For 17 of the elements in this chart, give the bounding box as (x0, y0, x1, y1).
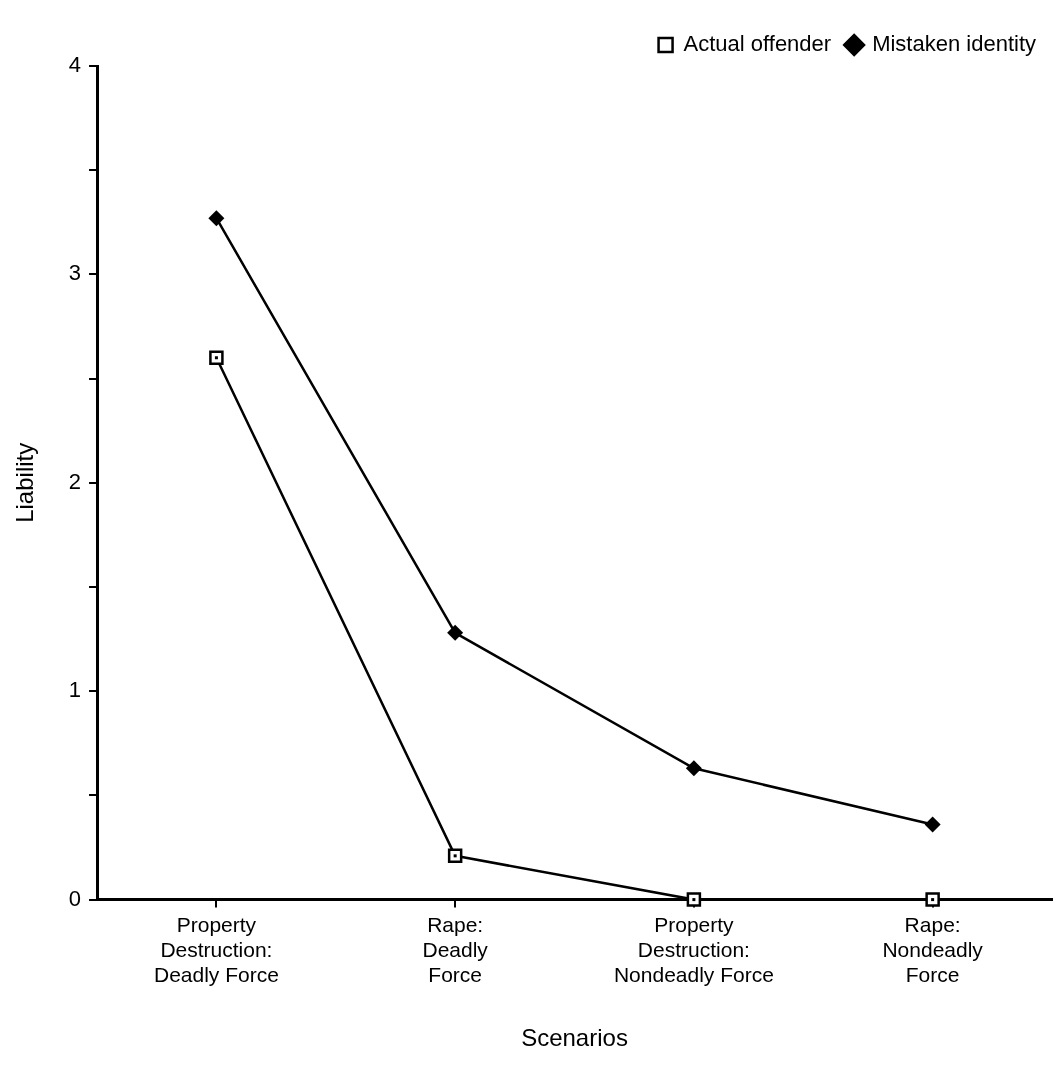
y-tick-label: 0 (68, 885, 82, 911)
y-tick-label: 2 (68, 468, 82, 494)
x-axis-title: Scenarios (521, 1024, 628, 1052)
point (685, 760, 702, 777)
x-tick-label: Property Destruction: Deadly Force (153, 913, 279, 987)
x-tick-label: Property Destruction: Nondeadly Force (613, 913, 774, 987)
y-tick-label: 1 (68, 677, 82, 703)
point (208, 210, 225, 227)
point (447, 624, 464, 641)
point (924, 816, 941, 833)
x-tick-label: Rape: Deadly Force (422, 913, 489, 987)
legend-label: Mistaken identity (872, 31, 1037, 57)
x-tick-label: Rape: Nondeadly Force (882, 913, 984, 987)
y-axis-title: Liability (11, 442, 39, 523)
legend-label: Actual offender (683, 31, 832, 57)
y-tick-label: 4 (68, 52, 82, 78)
y-tick-label: 3 (68, 260, 82, 286)
